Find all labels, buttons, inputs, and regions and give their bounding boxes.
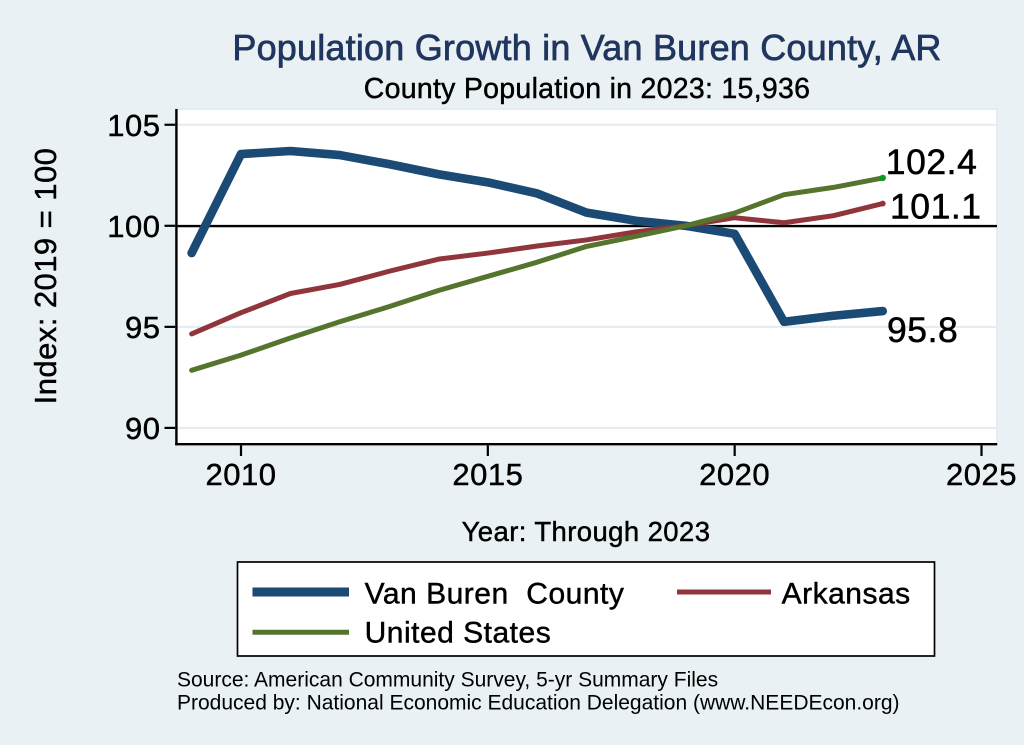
svg-text:Index: 2019 = 100: Index: 2019 = 100 bbox=[28, 148, 63, 405]
svg-text:95.8: 95.8 bbox=[887, 310, 958, 350]
svg-text:Population Growth in Van Buren: Population Growth in Van Buren County, A… bbox=[232, 27, 941, 68]
svg-text:2020: 2020 bbox=[699, 457, 770, 492]
svg-text:Arkansas: Arkansas bbox=[782, 577, 911, 610]
svg-text:Year: Through 2023: Year: Through 2023 bbox=[462, 516, 711, 547]
svg-text:90: 90 bbox=[125, 411, 160, 446]
svg-text:102.4: 102.4 bbox=[886, 142, 978, 182]
svg-text:Produced by: National Economic: Produced by: National Economic Education… bbox=[177, 692, 900, 715]
svg-text:2015: 2015 bbox=[452, 457, 523, 492]
svg-text:101.1: 101.1 bbox=[890, 186, 982, 226]
svg-text:United States: United States bbox=[365, 617, 552, 650]
svg-text:Van Buren County: Van Buren County bbox=[365, 577, 625, 610]
svg-text:2010: 2010 bbox=[206, 457, 277, 492]
svg-text:105: 105 bbox=[107, 108, 160, 143]
svg-text:County Population in 2023: 15,: County Population in 2023: 15,936 bbox=[364, 73, 811, 105]
svg-text:100: 100 bbox=[107, 209, 160, 244]
svg-text:Source: American Community Sur: Source: American Community Survey, 5-yr … bbox=[177, 669, 718, 692]
svg-text:2025: 2025 bbox=[946, 457, 1017, 492]
svg-text:95: 95 bbox=[125, 310, 160, 345]
